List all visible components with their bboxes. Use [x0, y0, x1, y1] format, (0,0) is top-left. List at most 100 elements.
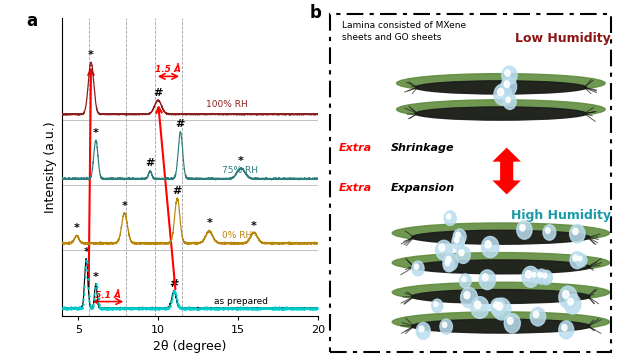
Circle shape: [456, 246, 470, 264]
Ellipse shape: [412, 319, 590, 333]
Circle shape: [440, 319, 452, 334]
Circle shape: [576, 254, 587, 267]
Circle shape: [452, 234, 464, 249]
Circle shape: [494, 84, 511, 105]
Circle shape: [559, 321, 574, 339]
Circle shape: [493, 302, 498, 308]
Circle shape: [485, 241, 491, 248]
Circle shape: [506, 97, 510, 102]
Circle shape: [482, 274, 488, 281]
Circle shape: [522, 266, 540, 287]
Text: as prepared: as prepared: [214, 297, 268, 306]
Circle shape: [443, 253, 458, 271]
Text: High Humidity: High Humidity: [511, 209, 611, 223]
Text: *: *: [93, 128, 99, 138]
Circle shape: [525, 270, 531, 278]
Circle shape: [462, 277, 466, 282]
Text: #: #: [176, 119, 185, 129]
Circle shape: [439, 244, 445, 251]
Text: 0% RH: 0% RH: [222, 231, 252, 240]
Circle shape: [454, 237, 459, 243]
Text: *: *: [206, 218, 212, 228]
Circle shape: [573, 228, 578, 234]
Circle shape: [520, 224, 525, 231]
Circle shape: [443, 258, 455, 272]
Ellipse shape: [412, 260, 590, 274]
Circle shape: [530, 270, 541, 283]
Circle shape: [535, 269, 548, 284]
Text: *: *: [93, 272, 99, 282]
Circle shape: [562, 325, 567, 331]
X-axis label: 2θ (degree): 2θ (degree): [153, 340, 227, 354]
Circle shape: [444, 211, 456, 225]
Circle shape: [533, 311, 539, 318]
Circle shape: [475, 301, 481, 309]
Circle shape: [447, 214, 451, 219]
Circle shape: [419, 326, 424, 332]
Ellipse shape: [412, 290, 590, 303]
Text: #: #: [145, 158, 155, 168]
Text: Extra: Extra: [339, 183, 372, 193]
Text: Expansion: Expansion: [391, 183, 455, 193]
Circle shape: [416, 322, 430, 339]
Text: *: *: [251, 221, 257, 231]
Circle shape: [501, 77, 516, 96]
Text: *: *: [88, 50, 94, 60]
Circle shape: [505, 70, 510, 76]
Circle shape: [432, 299, 443, 313]
Circle shape: [543, 225, 556, 240]
Text: *: *: [238, 156, 244, 166]
Ellipse shape: [392, 223, 609, 243]
Circle shape: [435, 240, 452, 260]
Circle shape: [568, 298, 574, 305]
Circle shape: [559, 286, 578, 308]
Circle shape: [578, 256, 582, 261]
Text: *: *: [83, 247, 89, 257]
Circle shape: [563, 290, 569, 298]
Circle shape: [532, 273, 536, 277]
Circle shape: [456, 232, 460, 237]
Circle shape: [459, 250, 464, 256]
Circle shape: [503, 94, 516, 109]
Circle shape: [479, 270, 495, 290]
Text: 75% RH: 75% RH: [222, 166, 258, 175]
Y-axis label: Intensity (a.u.): Intensity (a.u.): [44, 121, 57, 213]
Ellipse shape: [392, 312, 609, 332]
Text: Shrinkage: Shrinkage: [391, 143, 454, 154]
Text: *: *: [121, 201, 128, 211]
Ellipse shape: [416, 81, 586, 94]
Ellipse shape: [397, 74, 605, 93]
Ellipse shape: [392, 253, 609, 273]
Circle shape: [454, 229, 466, 244]
Text: b: b: [310, 4, 321, 22]
Text: *: *: [74, 223, 80, 233]
Circle shape: [564, 294, 581, 314]
Circle shape: [493, 298, 511, 320]
Circle shape: [570, 252, 584, 269]
Ellipse shape: [392, 282, 609, 302]
Circle shape: [573, 255, 578, 261]
Circle shape: [459, 274, 471, 288]
Circle shape: [434, 302, 438, 306]
Circle shape: [412, 261, 424, 276]
Text: 100% RH: 100% RH: [206, 100, 248, 109]
Circle shape: [569, 224, 585, 243]
Circle shape: [498, 88, 503, 96]
Circle shape: [471, 297, 489, 318]
Circle shape: [530, 307, 546, 326]
Circle shape: [442, 322, 447, 327]
Circle shape: [508, 318, 513, 324]
Circle shape: [516, 221, 532, 239]
Circle shape: [504, 81, 510, 87]
Text: Low Humidity: Low Humidity: [515, 32, 611, 45]
Ellipse shape: [397, 100, 605, 119]
Circle shape: [546, 228, 550, 233]
Circle shape: [543, 273, 547, 278]
Text: #: #: [173, 185, 182, 196]
Circle shape: [446, 257, 451, 263]
Text: #: #: [169, 279, 179, 289]
Circle shape: [414, 264, 419, 269]
Ellipse shape: [416, 107, 586, 120]
Text: a: a: [27, 12, 37, 30]
Text: #: #: [153, 88, 163, 98]
